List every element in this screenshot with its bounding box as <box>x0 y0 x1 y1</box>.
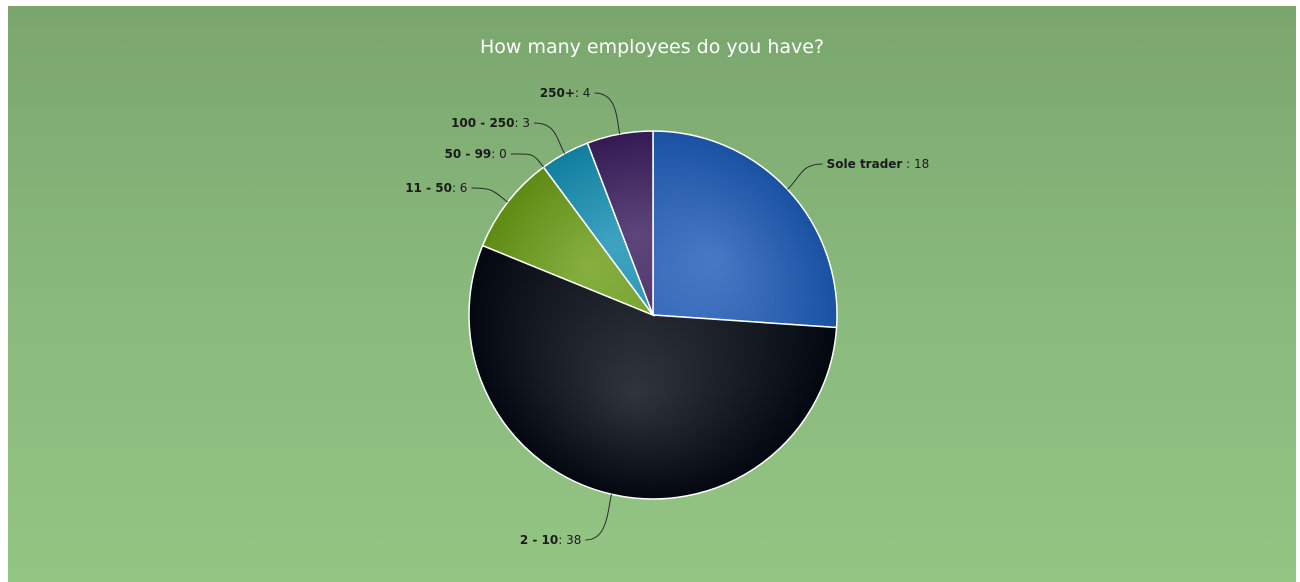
label-category-50-99: 50 - 99 <box>445 147 492 161</box>
chart-area: How many employees do you have? Sole tra… <box>8 6 1296 582</box>
label-category-sole-trader: Sole trader <box>827 157 903 171</box>
slice-11-50[interactable] <box>481 166 656 317</box>
slice-2-10[interactable] <box>468 244 838 500</box>
slice-250plus[interactable] <box>586 130 654 316</box>
slice-sole-trader[interactable] <box>652 130 838 329</box>
label-value-250plus: : 4 <box>575 86 591 100</box>
label-category-250plus: 250+ <box>540 86 575 100</box>
connector-100-250 <box>534 122 566 154</box>
connector-250plus <box>594 92 621 135</box>
label-2-10: 2 - 10: 38 <box>520 533 582 547</box>
label-category-2-10: 2 - 10 <box>520 533 558 547</box>
label-50-99: 50 - 99: 0 <box>445 147 507 161</box>
slices-layer <box>468 130 838 500</box>
label-value-50-99: : 0 <box>491 147 507 161</box>
label-sole-trader: Sole trader : 18 <box>827 157 930 171</box>
label-11-50: 11 - 50: 6 <box>405 181 467 195</box>
label-value-100-250: : 3 <box>515 116 531 130</box>
connector-50-99 <box>510 153 544 168</box>
connector-sole-trader <box>787 163 823 190</box>
connector-11-50 <box>471 187 508 203</box>
label-value-2-10: : 38 <box>558 533 581 547</box>
label-value-sole-trader: : 18 <box>902 157 929 171</box>
label-value-11-50: : 6 <box>452 181 468 195</box>
pie-chart: How many employees do you have? Sole tra… <box>405 36 929 547</box>
chart-title: How many employees do you have? <box>480 36 824 58</box>
labels-layer: Sole trader : 18 2 - 10: 38 11 - 50: 6 50 -… <box>405 86 929 547</box>
connector-2-10 <box>585 494 612 541</box>
label-category-100-250: 100 - 250 <box>451 116 514 130</box>
label-category-11-50: 11 - 50 <box>405 181 452 195</box>
label-100-250: 100 - 250: 3 <box>451 116 530 130</box>
label-250plus: 250+: 4 <box>540 86 591 100</box>
